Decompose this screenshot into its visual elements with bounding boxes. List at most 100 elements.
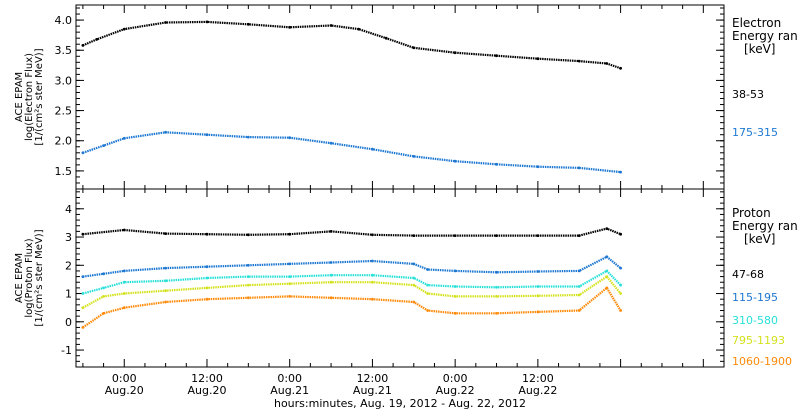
electron-series-2-point xyxy=(619,170,622,174)
electron-series-1-point xyxy=(453,51,457,55)
proton-legend-title-1: Proton xyxy=(732,206,771,220)
electron-ylabel-line-3: [1/(cm²s ster MeV)] xyxy=(34,48,45,145)
proton-series-3-point xyxy=(81,292,85,295)
electron-ytick-label: 3.5 xyxy=(55,44,73,57)
proton-series-1-point xyxy=(605,227,609,231)
proton-series-4-point xyxy=(495,295,498,298)
proton-series-5-point xyxy=(453,311,457,315)
proton-series-4-point xyxy=(102,295,105,298)
proton-series-5-point xyxy=(426,309,429,312)
electron-series-2-point xyxy=(102,144,105,148)
proton-series-1-point xyxy=(329,230,333,233)
proton-series-1-point xyxy=(371,233,374,237)
xtick-label-time: 0:00 xyxy=(277,372,302,385)
proton-legend-series-3: 310-580 xyxy=(732,314,778,327)
proton-series-3-point xyxy=(453,285,457,288)
proton-series-2-point xyxy=(619,266,622,270)
proton-legend-series-5: 1060-1900 xyxy=(732,355,792,368)
electron-series-1-point xyxy=(81,44,85,47)
electron-ylabel-line-1: ACE EPAM xyxy=(14,72,25,122)
proton-series-1-point xyxy=(205,232,209,236)
proton-series-4-point xyxy=(453,295,457,298)
xtick-label-date: Aug.21 xyxy=(270,384,309,397)
xtick-label-time: 0:00 xyxy=(112,372,137,385)
proton-series-3-point xyxy=(246,275,250,278)
proton-series-3-point xyxy=(205,276,209,280)
proton-series-3-point xyxy=(288,275,292,278)
electron-series-1-point xyxy=(205,20,209,24)
proton-series-3-point xyxy=(412,276,416,280)
xtick-label-date: Aug.20 xyxy=(187,384,226,397)
proton-series-4-point xyxy=(619,292,622,295)
proton-ytick-label: -1 xyxy=(61,344,72,357)
proton-series-5-point xyxy=(495,311,498,315)
proton-series-3-point xyxy=(329,273,333,277)
proton-series-2-point xyxy=(412,262,416,266)
proton-series-1-line xyxy=(82,227,622,237)
electron-legend-title-3: [keV] xyxy=(744,42,775,56)
xtick-label-time: 12:00 xyxy=(357,372,389,385)
electron-series-2-point xyxy=(205,133,209,137)
electron-legend-title-1: Electron xyxy=(732,16,781,30)
electron-series-1-point xyxy=(288,25,292,29)
electron-series-1-line xyxy=(82,20,621,70)
xtick-label-time: 12:00 xyxy=(191,372,223,385)
electron-series-2-point xyxy=(371,147,374,151)
proton-ytick-label: 4 xyxy=(65,203,72,216)
proton-series-5-point xyxy=(536,310,540,314)
proton-series-3-point xyxy=(122,280,126,284)
electron-series-2-point xyxy=(495,162,498,166)
proton-legend-series-1: 47-68 xyxy=(732,268,764,281)
proton-series-5-point xyxy=(164,300,168,304)
proton-series-4-point xyxy=(205,286,209,290)
proton-series-4-point xyxy=(577,293,581,297)
proton-series-3-point xyxy=(577,285,581,288)
electron-ytick-label: 1.5 xyxy=(55,165,73,178)
proton-series-4-point xyxy=(536,294,540,298)
electron-series-2-point xyxy=(81,151,85,155)
proton-series-2-point xyxy=(102,272,105,276)
proton-series-3-point xyxy=(619,283,622,287)
electron-ytick-label: 2.0 xyxy=(55,135,73,148)
proton-ytick-label: 0 xyxy=(65,316,72,329)
proton-series-5-point xyxy=(605,286,609,290)
proton-series-5-point xyxy=(371,297,374,301)
proton-series-4-point xyxy=(371,280,374,284)
proton-series-1-point xyxy=(536,234,540,238)
electron-series-2-point xyxy=(164,130,168,134)
electron-panel-frame xyxy=(75,4,725,190)
xtick-label-date: Aug.21 xyxy=(353,384,392,397)
proton-series-4-point xyxy=(605,275,609,278)
proton-series-4-point xyxy=(412,283,416,287)
proton-series-2-point xyxy=(205,265,209,269)
proton-ylabel-line-3: [1/(cm²s ster MeV)] xyxy=(34,229,45,326)
proton-series-2-point xyxy=(81,275,85,278)
proton-series-4-point xyxy=(246,283,250,287)
xtick-label-time: 12:00 xyxy=(522,372,554,385)
proton-legend-series-4: 795-1193 xyxy=(732,334,785,347)
x-axis-title: hours:minutes, Aug. 19, 2012 - Aug. 22, … xyxy=(274,397,526,410)
proton-series-1-point xyxy=(495,234,498,238)
electron-series-1-point xyxy=(619,66,622,70)
proton-series-5-point xyxy=(122,306,126,310)
proton-series-5-point xyxy=(412,300,416,304)
electron-ytick-label: 4.0 xyxy=(55,14,73,27)
proton-series-5-point xyxy=(205,297,209,301)
proton-series-5-point xyxy=(102,311,105,315)
proton-series-2-point xyxy=(164,266,168,270)
electron-series-1-point xyxy=(384,36,388,40)
proton-panel-frame xyxy=(75,188,725,368)
proton-series-1-point xyxy=(453,234,457,238)
proton-ytick-label: 2 xyxy=(65,259,72,272)
proton-series-3-point xyxy=(495,285,498,289)
proton-legend-title-2: Energy ran xyxy=(732,219,798,233)
proton-series-1-point xyxy=(412,234,416,238)
electron-series-2-point xyxy=(577,166,581,170)
electron-series-1-point xyxy=(412,46,416,50)
proton-series-1-point xyxy=(577,234,581,238)
proton-ytick-label: 3 xyxy=(65,231,72,244)
proton-series-5-point xyxy=(288,295,292,298)
electron-series-1-point xyxy=(536,57,540,61)
proton-series-3-point xyxy=(426,283,429,287)
